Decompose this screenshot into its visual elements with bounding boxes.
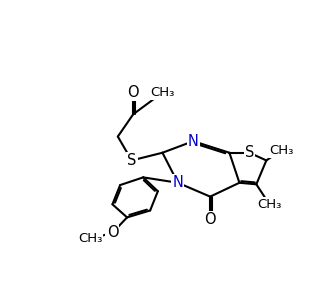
Text: N: N [172,175,183,190]
Text: CH₃: CH₃ [269,144,293,157]
Text: O: O [107,225,118,240]
Text: CH₃: CH₃ [78,233,102,246]
Text: CH₃: CH₃ [150,86,175,99]
Text: S: S [127,153,136,168]
Text: S: S [245,145,254,160]
Text: N: N [188,134,199,149]
Text: CH₃: CH₃ [257,198,282,211]
Text: O: O [204,212,216,227]
Text: O: O [127,85,139,100]
